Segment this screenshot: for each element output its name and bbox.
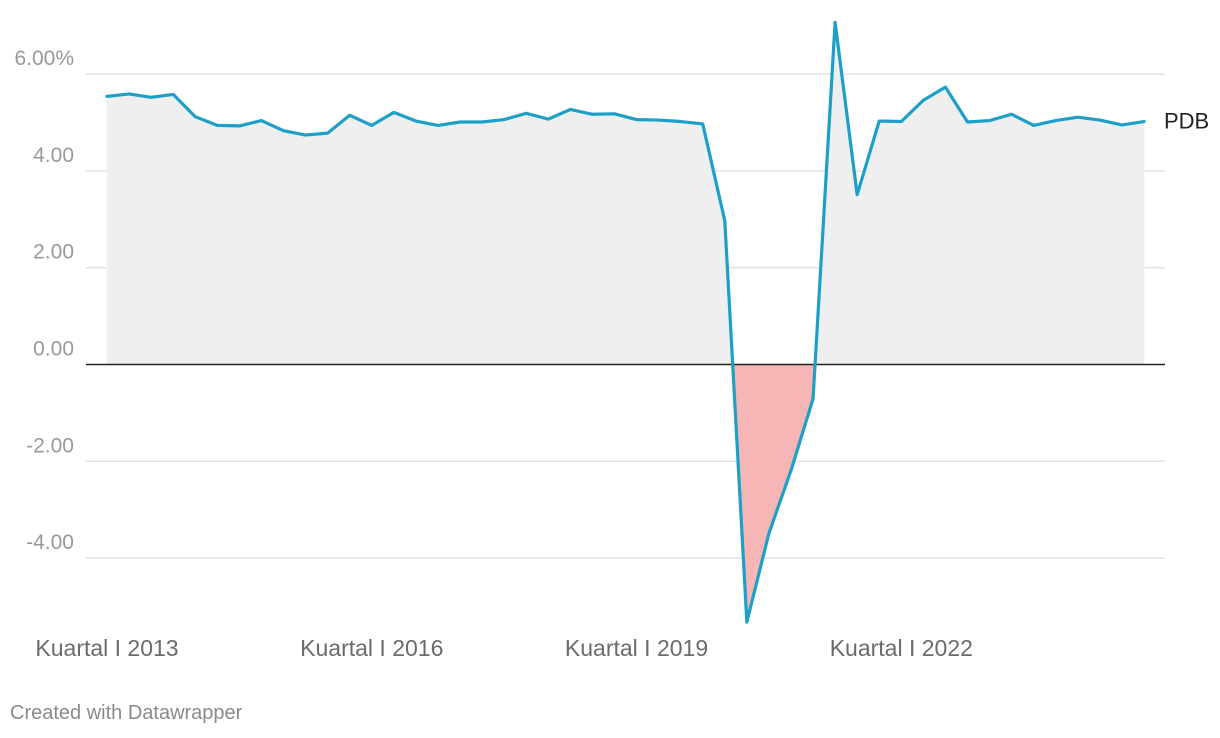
x-tick-label: Kuartal I 2019 [565, 635, 708, 661]
line-layer [105, 20, 1146, 624]
data-point [569, 108, 572, 111]
data-point [127, 92, 131, 96]
data-point [149, 96, 153, 99]
data-point [1142, 120, 1146, 123]
data-point [855, 193, 859, 196]
data-point [392, 111, 396, 114]
data-point [944, 85, 947, 89]
y-tick-label: -2.00 [26, 434, 74, 457]
data-point [326, 131, 329, 135]
data-point [1032, 124, 1035, 127]
data-point [613, 112, 616, 115]
area-layer [106, 22, 1145, 623]
data-point [635, 118, 638, 121]
y-axis-ticks: -4.00 -2.00 0.00 2.00 4.00 6.00% [14, 47, 74, 554]
y-tick-label: 4.00 [33, 144, 74, 167]
data-point [1054, 119, 1057, 122]
y-tick-label: 0.00 [33, 338, 74, 361]
data-point [370, 124, 373, 127]
data-point [789, 469, 793, 472]
data-point [1098, 118, 1102, 122]
x-tick-label: Kuartal I 2022 [830, 635, 973, 661]
data-point [701, 122, 704, 126]
data-point [304, 133, 307, 137]
data-point [878, 119, 881, 123]
data-point [1120, 123, 1124, 127]
data-point [745, 620, 749, 624]
data-point [171, 93, 175, 96]
data-point [502, 118, 506, 121]
data-point [194, 115, 197, 118]
credit-text: Created with Datawrapper [10, 702, 243, 724]
data-point [414, 119, 418, 123]
data-point [525, 112, 528, 115]
data-point [105, 95, 109, 98]
data-point [723, 219, 726, 222]
data-point [480, 120, 484, 124]
y-tick-label: 2.00 [33, 241, 74, 264]
data-point [679, 120, 682, 123]
data-point [657, 118, 660, 122]
data-point [458, 120, 462, 124]
data-point [922, 99, 925, 102]
data-point [591, 113, 594, 116]
data-point [238, 124, 241, 128]
series-line-pdb [105, 20, 1146, 624]
data-point [1010, 113, 1013, 116]
x-axis-ticks: Kuartal I 2013 Kuartal I 2016 Kuartal I 20… [35, 635, 973, 661]
data-point [436, 124, 440, 127]
x-tick-label: Kuartal I 2013 [35, 635, 178, 661]
data-point [966, 120, 969, 124]
data-point [547, 117, 550, 121]
data-point [833, 21, 837, 24]
data-point [260, 119, 263, 122]
y-tick-label: -4.00 [26, 531, 74, 554]
data-point [900, 120, 903, 123]
data-point [811, 397, 815, 401]
data-point [988, 119, 991, 122]
data-point [216, 124, 219, 127]
y-tick-label: 6.00% [14, 47, 74, 70]
x-tick-label: Kuartal I 2016 [300, 635, 443, 661]
data-point [348, 114, 351, 117]
series-labels: PDB [1164, 109, 1209, 134]
data-point [1076, 115, 1080, 119]
data-point [767, 532, 771, 535]
data-point [282, 129, 285, 132]
series-label-pdb: PDB [1164, 109, 1209, 134]
